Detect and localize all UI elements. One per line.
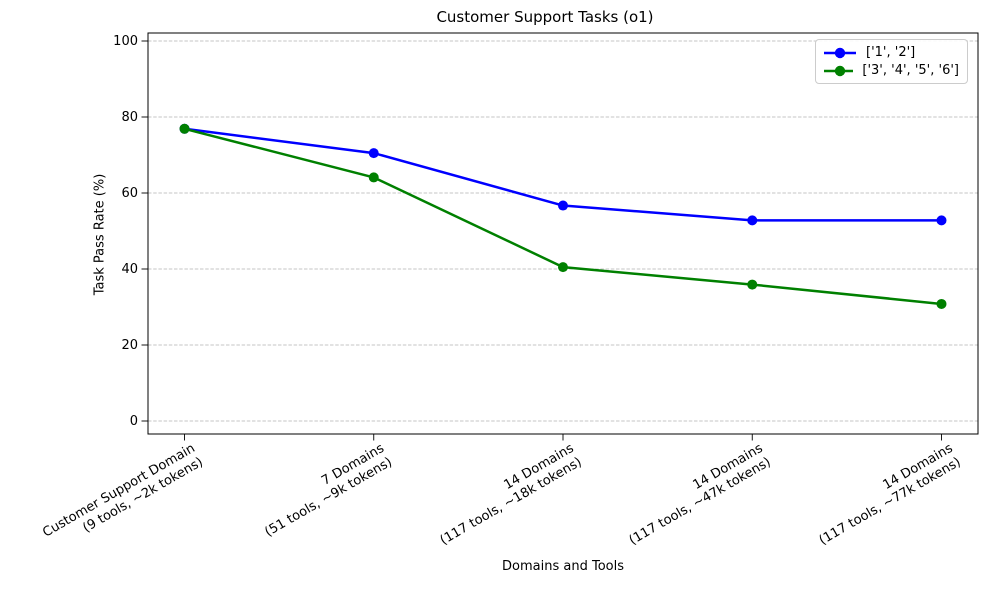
chart-title: Customer Support Tasks (o1) xyxy=(436,8,654,26)
data-point-marker xyxy=(747,215,758,226)
x-axis-label: Domains and Tools xyxy=(502,559,624,574)
data-point-marker xyxy=(368,172,379,183)
legend-line-marker-icon xyxy=(824,47,856,58)
data-point-marker xyxy=(558,262,568,273)
data-point-marker xyxy=(368,148,379,159)
data-point-marker xyxy=(179,123,190,134)
legend-label-series-1: ['3', '4', '5', '6'] xyxy=(862,63,959,78)
legend-item-series-0: ['1', '2'] xyxy=(823,45,959,60)
data-point-marker xyxy=(747,279,758,290)
legend: ['1', '2'] ['3', '4', '5', '6'] xyxy=(815,39,968,84)
legend-label-series-0: ['1', '2'] xyxy=(866,45,916,60)
data-point-marker xyxy=(936,215,947,226)
legend-item-series-1: ['3', '4', '5', '6'] xyxy=(823,63,959,78)
plot-border xyxy=(147,32,979,435)
data-point-marker xyxy=(936,298,947,309)
series-line-1 xyxy=(184,127,942,306)
data-point-marker xyxy=(558,200,568,211)
legend-line-marker-icon xyxy=(824,65,854,76)
